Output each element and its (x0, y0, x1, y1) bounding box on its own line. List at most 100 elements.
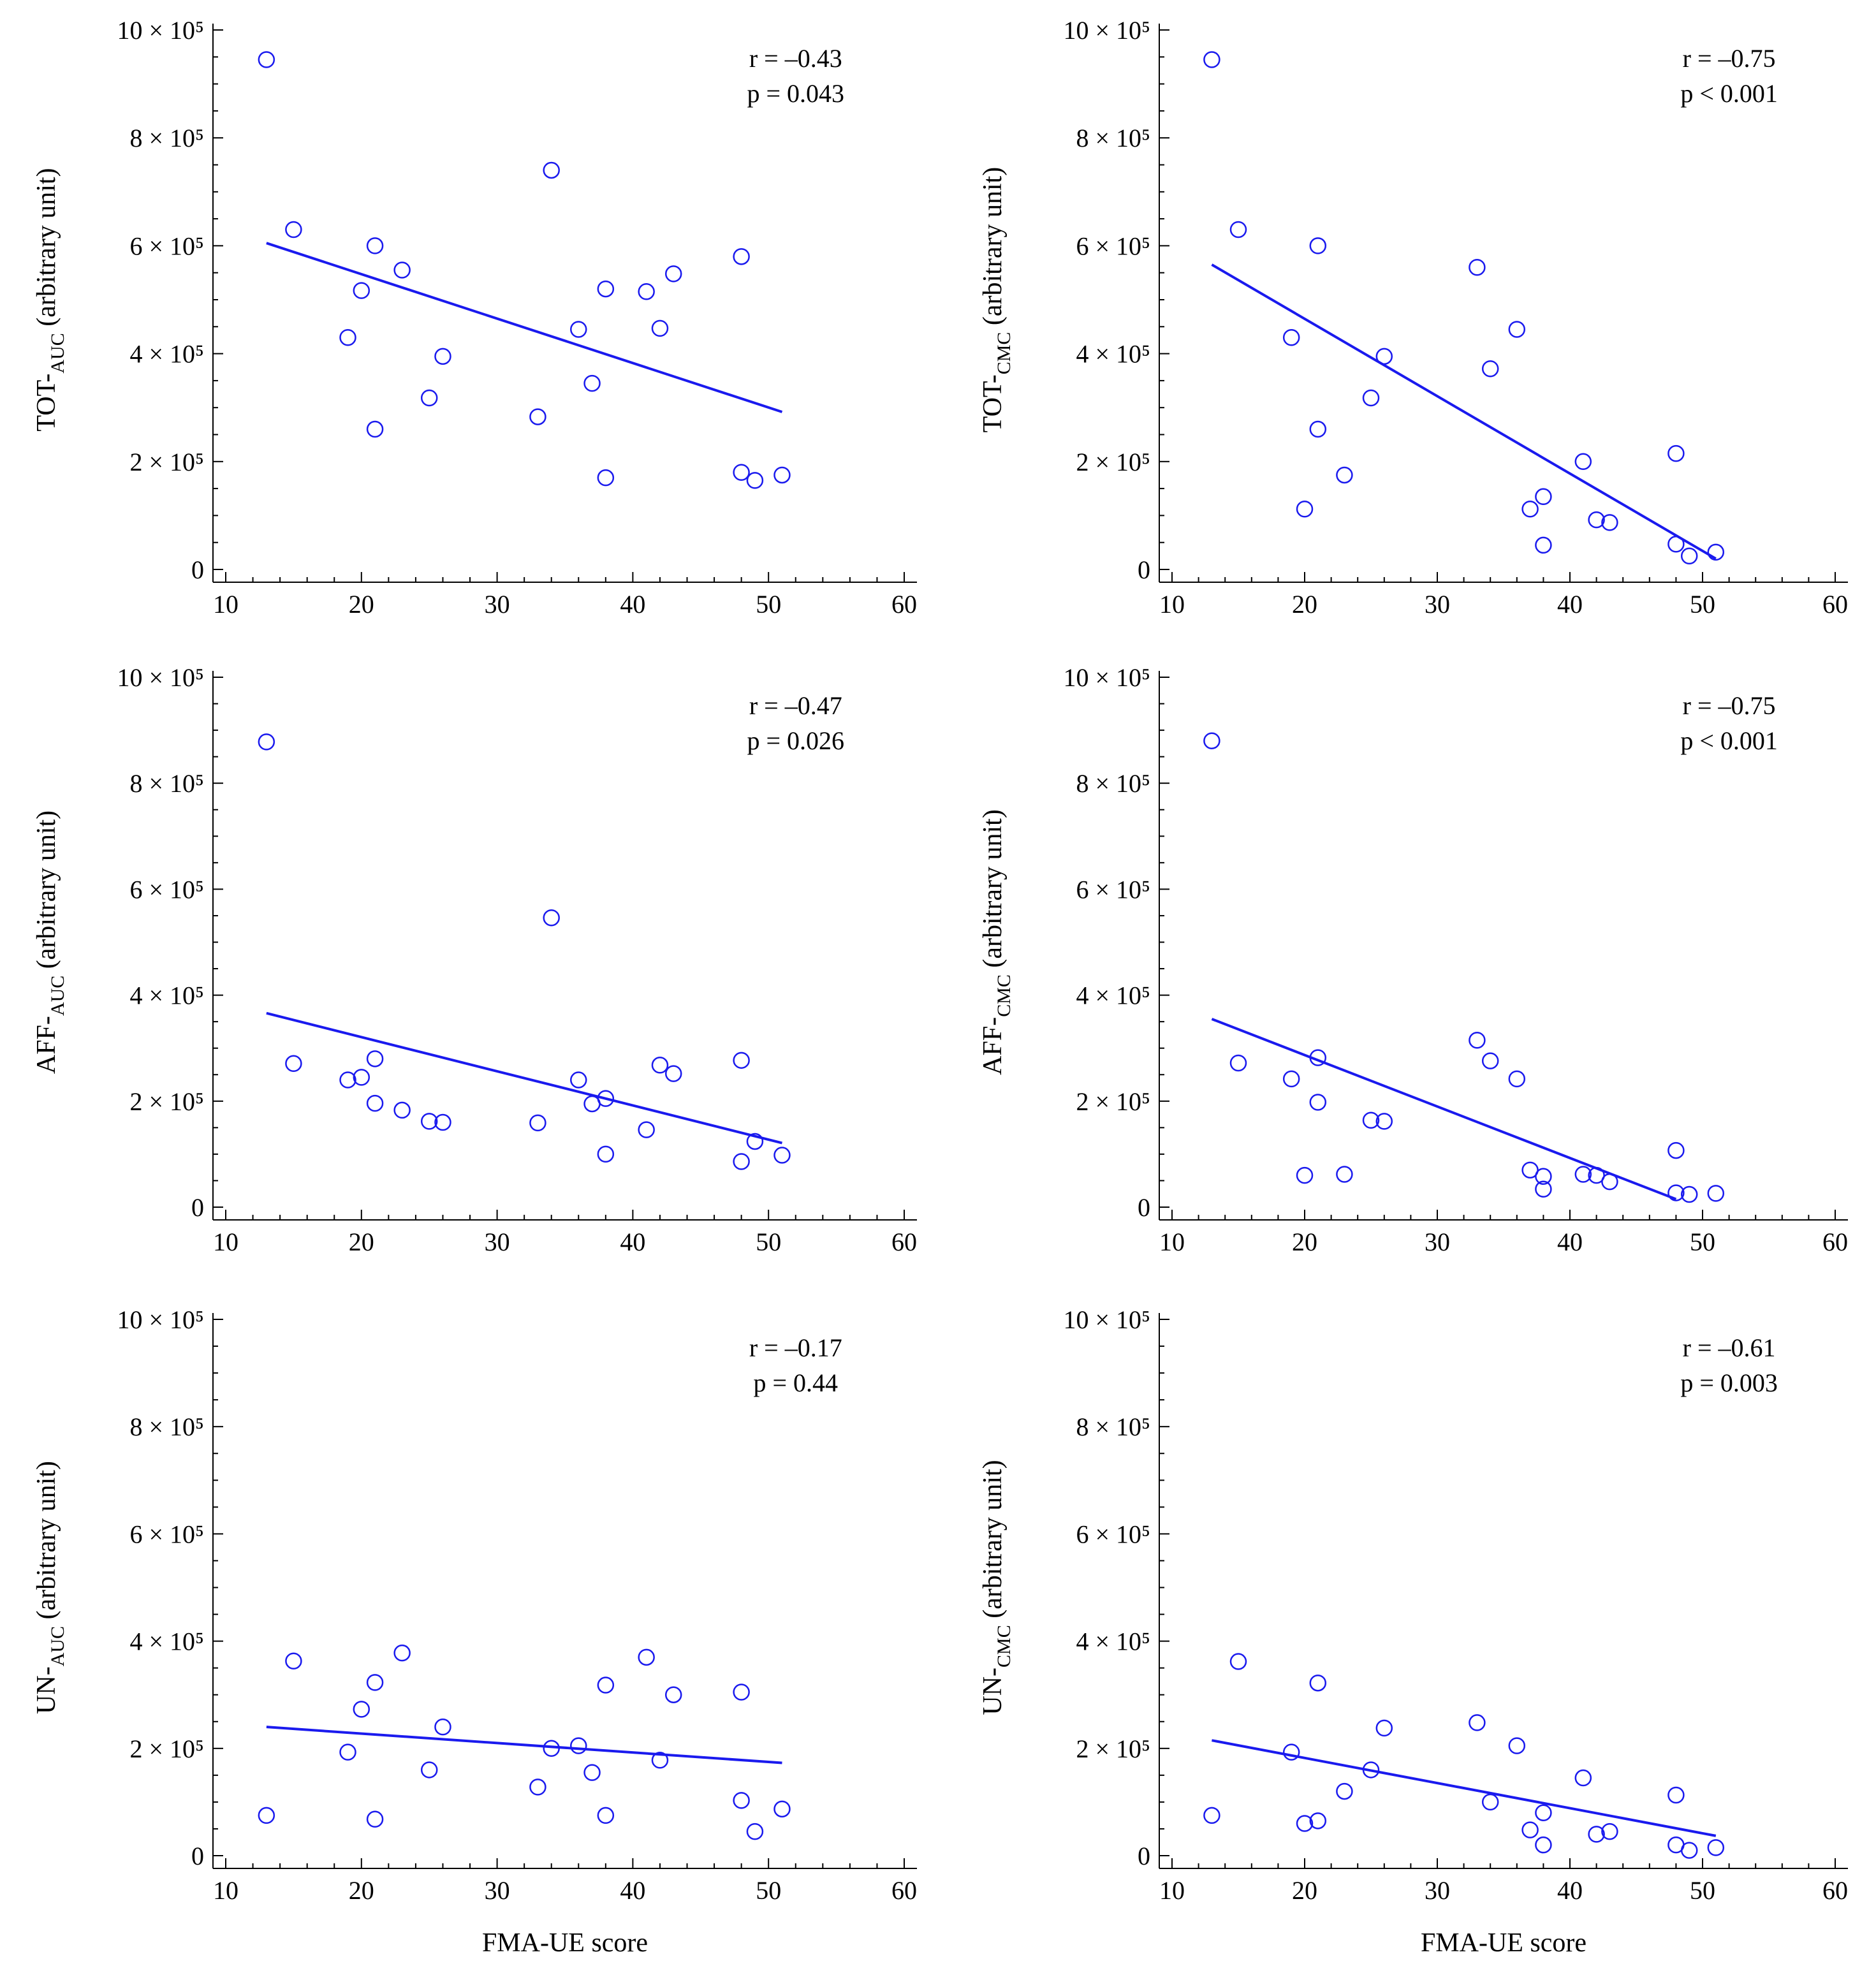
data-point (1680, 547, 1698, 565)
scatter-panel-tot-cmc: 0 2 × 10⁵ 4 × 10⁵ 6 × 10⁵ 8 × 10⁵ 10 × 10⁵ 10 2… (978, 16, 1848, 619)
regression-line (1211, 1018, 1677, 1201)
data-point (1667, 444, 1685, 462)
y-axis-label-subscript: CMC (993, 974, 1015, 1017)
y-tick-label: 0 (1138, 1842, 1150, 1870)
y-axis-label: AFF-CMC (arbitrary unit) (978, 809, 1015, 1075)
data-point (583, 1764, 601, 1781)
data-point (529, 408, 546, 425)
data-point (638, 1648, 655, 1666)
data-point (1203, 732, 1220, 749)
data-point (529, 1779, 546, 1796)
y-tick-label: 6 × 10⁵ (1076, 875, 1150, 904)
data-point (746, 1133, 764, 1150)
y-axis-label-main: UN- (32, 1666, 61, 1714)
y-tick-label: 2 × 10⁵ (1076, 448, 1150, 476)
data-point (1521, 1161, 1539, 1179)
y-axis-label-main: TOT- (978, 374, 1008, 432)
x-tick-label: 40 (1557, 1876, 1583, 1905)
x-tick-label: 10 (1159, 1876, 1185, 1905)
data-point (638, 283, 655, 300)
data-point (366, 1094, 384, 1112)
x-tick-label: 10 (213, 1228, 238, 1256)
y-tick-label: 8 × 10⁵ (1076, 1412, 1150, 1441)
stats-p-label: p = 0.043 (747, 79, 844, 108)
data-point (1508, 1070, 1526, 1088)
x-tick-label: 60 (1822, 1228, 1848, 1256)
data-point (570, 1071, 587, 1089)
y-axis-label-main: AFF- (32, 1016, 61, 1074)
y-axis-label-unit: (arbitrary unit) (978, 167, 1008, 332)
data-point (1574, 1166, 1592, 1183)
x-tick-label: 20 (1292, 1876, 1317, 1905)
y-tick-label: 4 × 10⁵ (1076, 981, 1150, 1010)
data-point (420, 389, 438, 407)
data-point (1588, 511, 1605, 529)
x-tick-label: 50 (756, 1228, 781, 1256)
data-point (1282, 328, 1300, 346)
data-point (1508, 321, 1526, 338)
stats-p-label: p = 0.003 (1680, 1368, 1778, 1397)
data-point (597, 1145, 615, 1163)
x-tick-label: 40 (620, 1876, 645, 1905)
data-point (733, 1683, 750, 1701)
x-tick-label: 30 (1425, 1228, 1450, 1256)
y-axis-label-main: TOT- (32, 374, 61, 432)
data-point (733, 248, 750, 265)
x-tick-label: 30 (485, 590, 510, 619)
y-axis-label-subscript: AUC (47, 333, 68, 373)
data-point (1680, 1185, 1698, 1203)
data-point (746, 1823, 764, 1840)
stats-r-label: r = –0.47 (749, 691, 842, 720)
data-point (664, 1065, 682, 1082)
data-point (733, 464, 750, 481)
y-tick-label: 8 × 10⁵ (1076, 769, 1150, 798)
data-point (1680, 1842, 1698, 1859)
x-tick-label: 40 (620, 590, 645, 619)
data-point (1667, 535, 1685, 553)
data-point (1535, 488, 1552, 506)
y-axis-label: AFF-AUC (arbitrary unit) (32, 810, 68, 1074)
y-tick-label: 8 × 10⁵ (1076, 124, 1150, 152)
y-axis-label-unit: (arbitrary unit) (978, 1460, 1008, 1625)
x-tick-label: 60 (891, 1228, 917, 1256)
data-point (1574, 1769, 1592, 1787)
scatter-panel-tot-auc: 0 2 × 10⁵ 4 × 10⁵ 6 × 10⁵ 8 × 10⁵ 10 × 10⁵ 10 2… (32, 16, 917, 619)
data-point (1535, 536, 1552, 554)
data-point (1481, 1052, 1499, 1069)
x-axis-label: FMA-UE score (482, 1928, 648, 1958)
data-point (393, 1644, 411, 1662)
y-axis-label-subscript: AUC (47, 976, 68, 1016)
data-point (1469, 258, 1486, 276)
y-tick-label: 10 × 10⁵ (117, 16, 204, 45)
scatter-panel-un-auc: 0 2 × 10⁵ 4 × 10⁵ 6 × 10⁵ 8 × 10⁵ 10 × 10⁵ 10 2… (32, 1305, 917, 1958)
y-axis-label-main: UN- (978, 1668, 1008, 1715)
data-point (393, 1101, 411, 1119)
y-tick-label: 10 × 10⁵ (117, 663, 204, 692)
data-point (1469, 1031, 1486, 1049)
y-tick-label: 4 × 10⁵ (1076, 340, 1150, 369)
regression-line (266, 1726, 782, 1764)
data-point (664, 265, 682, 282)
y-tick-label: 2 × 10⁵ (1076, 1087, 1150, 1116)
x-tick-label: 40 (620, 1228, 645, 1256)
data-point (597, 1676, 615, 1694)
x-tick-label: 50 (1690, 1228, 1715, 1256)
data-point (1667, 1141, 1685, 1159)
stats-p-label: p < 0.001 (1680, 79, 1778, 108)
x-tick-label: 50 (756, 1876, 781, 1905)
x-tick-label: 20 (349, 1876, 374, 1905)
data-point (366, 420, 384, 438)
x-tick-label: 60 (891, 1876, 917, 1905)
x-axis-label: FMA-UE score (1421, 1928, 1587, 1958)
data-point (339, 328, 356, 346)
data-point (1336, 466, 1353, 484)
regression-line (266, 242, 783, 413)
data-point (664, 1686, 682, 1703)
y-tick-label: 6 × 10⁵ (129, 231, 204, 260)
scatter-panel-un-cmc: 0 2 × 10⁵ 4 × 10⁵ 6 × 10⁵ 8 × 10⁵ 10 × 10⁵ 10 2… (978, 1305, 1848, 1958)
data-point (1203, 1807, 1220, 1824)
y-tick-label: 10 × 10⁵ (1063, 16, 1150, 45)
data-point (353, 1069, 370, 1086)
y-tick-label: 10 × 10⁵ (117, 1305, 204, 1334)
y-tick-label: 4 × 10⁵ (129, 1627, 204, 1656)
